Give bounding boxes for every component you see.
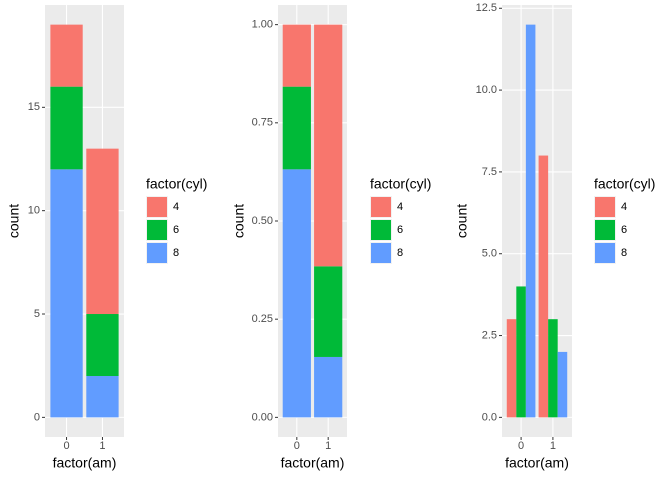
y-tick-label: 15: [28, 101, 40, 113]
bar-segment: [50, 24, 83, 87]
legend-key: [595, 220, 615, 240]
y-tick-label: 5.0: [482, 248, 497, 260]
y-tick-label: 0: [34, 411, 40, 423]
y-axis-title: count: [6, 204, 22, 238]
bar: [525, 24, 536, 418]
bar: [557, 351, 568, 418]
x-axis-title: factor(am): [281, 455, 345, 471]
legend-title: factor(cyl): [370, 176, 431, 192]
bar: [506, 319, 517, 418]
legend-key: [147, 243, 167, 263]
legend-key: [371, 243, 391, 263]
bar-segment: [50, 169, 83, 418]
bar-segment: [282, 169, 311, 418]
bar: [516, 286, 526, 418]
y-tick-label: 0.50: [252, 215, 273, 227]
legend-label: 6: [621, 224, 627, 236]
legend-key: [595, 197, 615, 217]
y-axis-title: count: [231, 204, 247, 238]
legend-label: 8: [173, 247, 179, 259]
legend-key: [147, 220, 167, 240]
legend-title: factor(cyl): [146, 176, 207, 192]
legend-label: 6: [173, 224, 179, 236]
y-tick-label: 5: [34, 308, 40, 320]
legend-key: [371, 197, 391, 217]
bar-segment: [50, 86, 83, 170]
x-tick-label: 1: [550, 440, 556, 452]
legend-key: [595, 243, 615, 263]
x-tick-label: 1: [325, 440, 331, 452]
x-tick-label: 0: [518, 440, 524, 452]
y-tick-label: 12.5: [476, 2, 497, 14]
x-tick-label: 0: [294, 440, 300, 452]
legend-key: [371, 220, 391, 240]
y-tick-label: 0.0: [482, 411, 497, 423]
legend-label: 4: [173, 201, 179, 213]
y-tick-label: 0.25: [252, 313, 273, 325]
bar-segment: [86, 314, 119, 377]
y-tick-label: 10.0: [476, 84, 497, 96]
y-tick-label: 7.5: [482, 166, 497, 178]
legend-title: factor(cyl): [594, 176, 655, 192]
bar-segment: [314, 356, 343, 418]
bar-segment: [86, 376, 119, 418]
x-tick-label: 1: [99, 440, 105, 452]
legend-label: 8: [397, 247, 403, 259]
x-axis-title: factor(am): [53, 455, 117, 471]
y-tick-label: 0.00: [252, 411, 273, 423]
bar-segment: [86, 148, 119, 315]
legend-label: 4: [621, 201, 627, 213]
bar-segment: [282, 86, 311, 170]
bar: [548, 319, 558, 418]
y-tick-label: 2.5: [482, 329, 497, 341]
y-axis-title: count: [454, 204, 470, 238]
legend-label: 4: [397, 201, 403, 213]
legend-label: 8: [621, 247, 627, 259]
y-tick-label: 10: [28, 205, 40, 217]
bar-segment: [314, 266, 343, 357]
x-axis-title: factor(am): [505, 455, 569, 471]
legend-label: 6: [397, 224, 403, 236]
bar-segment: [314, 24, 343, 267]
bar: [538, 155, 549, 418]
y-tick-label: 0.75: [252, 117, 273, 129]
bar-segment: [282, 24, 311, 87]
y-tick-label: 1.00: [252, 19, 273, 31]
x-tick-label: 0: [63, 440, 69, 452]
legend-key: [147, 197, 167, 217]
